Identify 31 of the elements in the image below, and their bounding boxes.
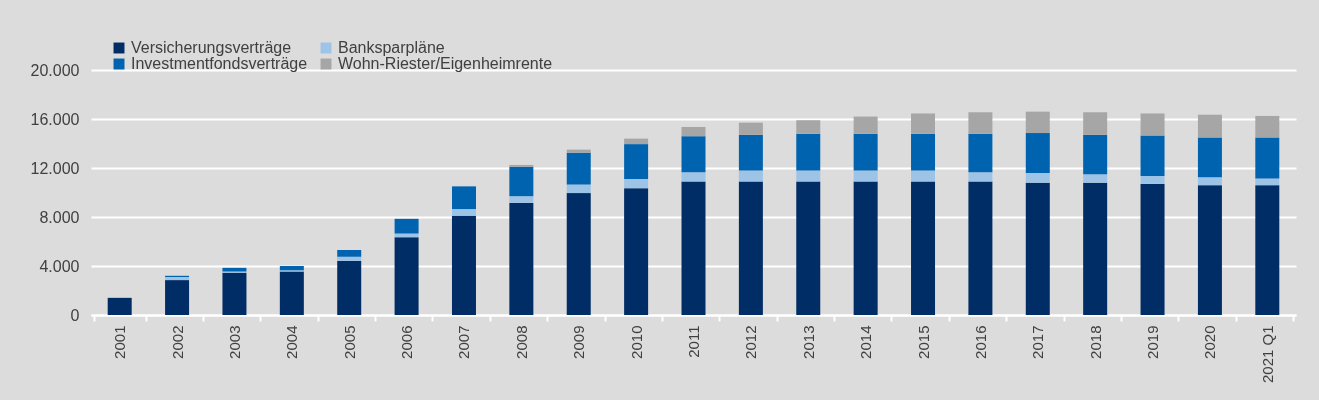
y-tick-label: 12.000 bbox=[30, 159, 80, 177]
x-tick-label: 2004 bbox=[283, 325, 301, 359]
x-tick-label: 2018 bbox=[1086, 325, 1104, 359]
x-tick-label: 2020 bbox=[1201, 325, 1219, 359]
x-tick-label: 2003 bbox=[225, 325, 243, 359]
x-tick-label: 2006 bbox=[398, 325, 416, 359]
y-tick-label: 8.000 bbox=[39, 208, 80, 226]
x-tick-label: 2014 bbox=[857, 325, 875, 359]
legend-label: Banksparpläne bbox=[338, 39, 445, 56]
x-tick-label: 2012 bbox=[742, 325, 760, 359]
x-tick-label: 2008 bbox=[512, 325, 530, 359]
x-tick-label: 2005 bbox=[340, 325, 358, 359]
y-tick-label: 16.000 bbox=[30, 110, 80, 128]
x-tick-label: 2007 bbox=[455, 325, 473, 359]
x-tick-label: 2019 bbox=[1144, 325, 1162, 359]
legend-label: Investmentfondsverträge bbox=[131, 55, 308, 72]
y-tick-label: 20.000 bbox=[30, 61, 80, 79]
x-tick-label: 2010 bbox=[627, 325, 645, 359]
x-tick-label: 2016 bbox=[971, 325, 989, 359]
y-tick-label: 0 bbox=[70, 306, 80, 324]
legend-label: Versicherungsverträge bbox=[131, 39, 292, 56]
x-tick-label: 2001 bbox=[111, 325, 129, 359]
x-tick-label: 2009 bbox=[570, 325, 588, 359]
y-tick-label: 4.000 bbox=[39, 257, 80, 275]
x-tick-label: 2002 bbox=[168, 325, 186, 359]
x-tick-label: 2013 bbox=[799, 325, 817, 359]
legend-label: Wohn-Riester/Eigenheimrente bbox=[338, 55, 553, 72]
x-tick-label: 2021 Q1 bbox=[1258, 325, 1276, 384]
x-tick-label: 2011 bbox=[685, 325, 702, 358]
x-tick-label: 2015 bbox=[914, 325, 932, 359]
x-tick-label: 2017 bbox=[1029, 325, 1047, 359]
